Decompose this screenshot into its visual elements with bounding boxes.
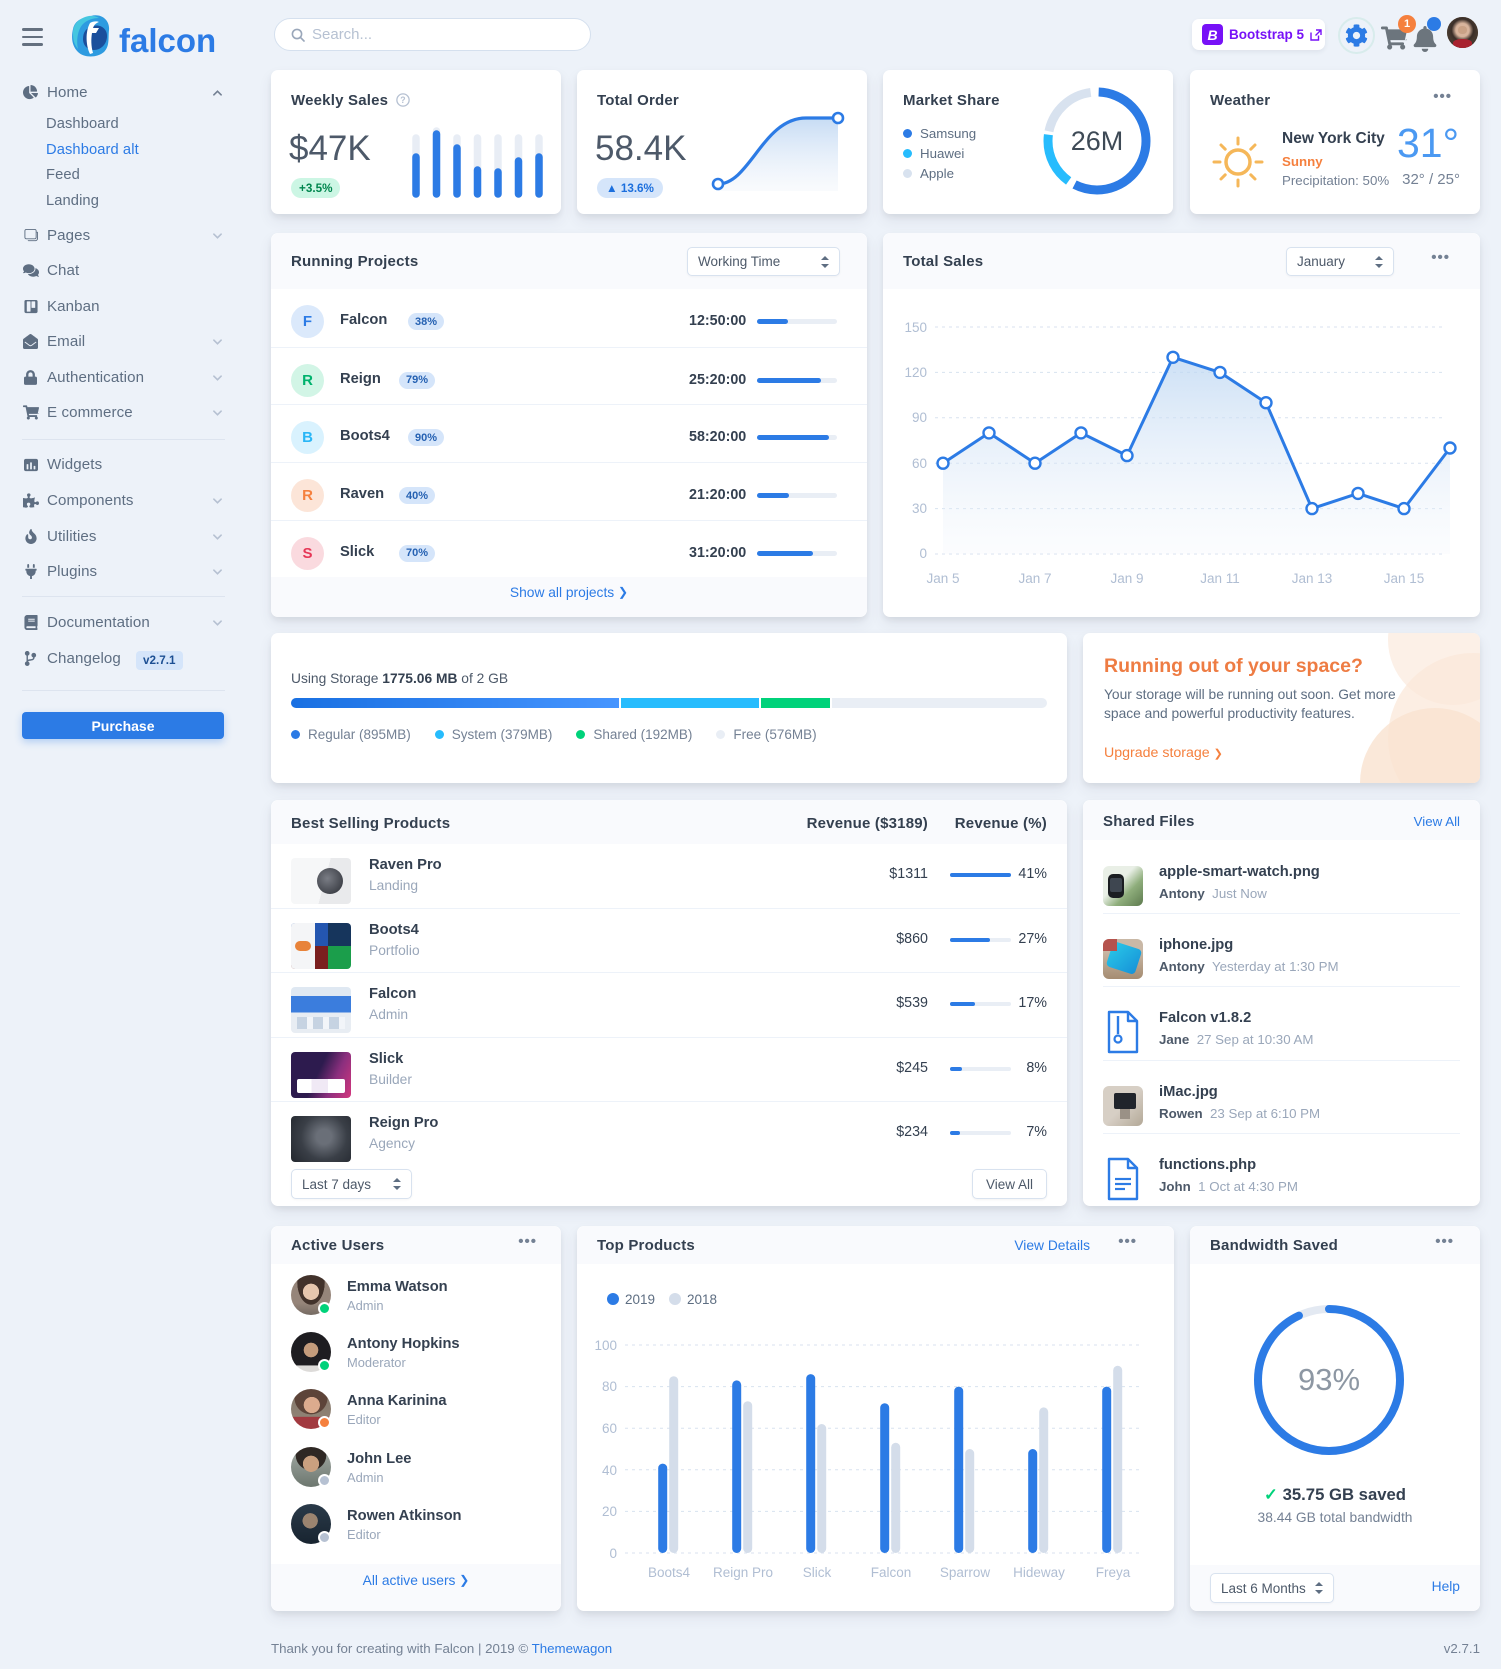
svg-text:Hideway: Hideway (1013, 1565, 1065, 1580)
svg-text:60: 60 (912, 456, 927, 471)
svg-text:40: 40 (602, 1463, 617, 1478)
svg-text:Slick: Slick (803, 1565, 832, 1580)
svg-text:2019: 2019 (625, 1292, 655, 1307)
svg-text:Jan 11: Jan 11 (1200, 571, 1240, 586)
svg-text:Jan 5: Jan 5 (926, 571, 959, 586)
svg-text:Falcon: Falcon (871, 1565, 912, 1580)
svg-text:150: 150 (904, 320, 927, 335)
svg-text:93%: 93% (1298, 1362, 1360, 1397)
svg-text:Freya: Freya (1096, 1565, 1131, 1580)
svg-text:80: 80 (602, 1379, 617, 1394)
svg-text:120: 120 (904, 365, 927, 380)
svg-text:Reign Pro: Reign Pro (713, 1565, 773, 1580)
svg-text:100: 100 (594, 1338, 617, 1353)
svg-text:26M: 26M (1071, 126, 1124, 156)
svg-text:20: 20 (602, 1504, 617, 1519)
svg-text:Boots4: Boots4 (648, 1565, 691, 1580)
svg-text:Jan 13: Jan 13 (1292, 571, 1333, 586)
svg-text:2018: 2018 (687, 1292, 717, 1307)
svg-text:30: 30 (912, 501, 927, 516)
svg-text:Sparrow: Sparrow (940, 1565, 991, 1580)
svg-text:Jan 15: Jan 15 (1384, 571, 1425, 586)
svg-text:0: 0 (919, 546, 927, 561)
svg-text:90: 90 (912, 410, 927, 425)
svg-text:60: 60 (602, 1421, 617, 1436)
svg-text:?: ? (400, 95, 406, 105)
svg-text:Jan 7: Jan 7 (1018, 571, 1051, 586)
svg-text:0: 0 (609, 1546, 617, 1561)
svg-text:Jan 9: Jan 9 (1110, 571, 1143, 586)
